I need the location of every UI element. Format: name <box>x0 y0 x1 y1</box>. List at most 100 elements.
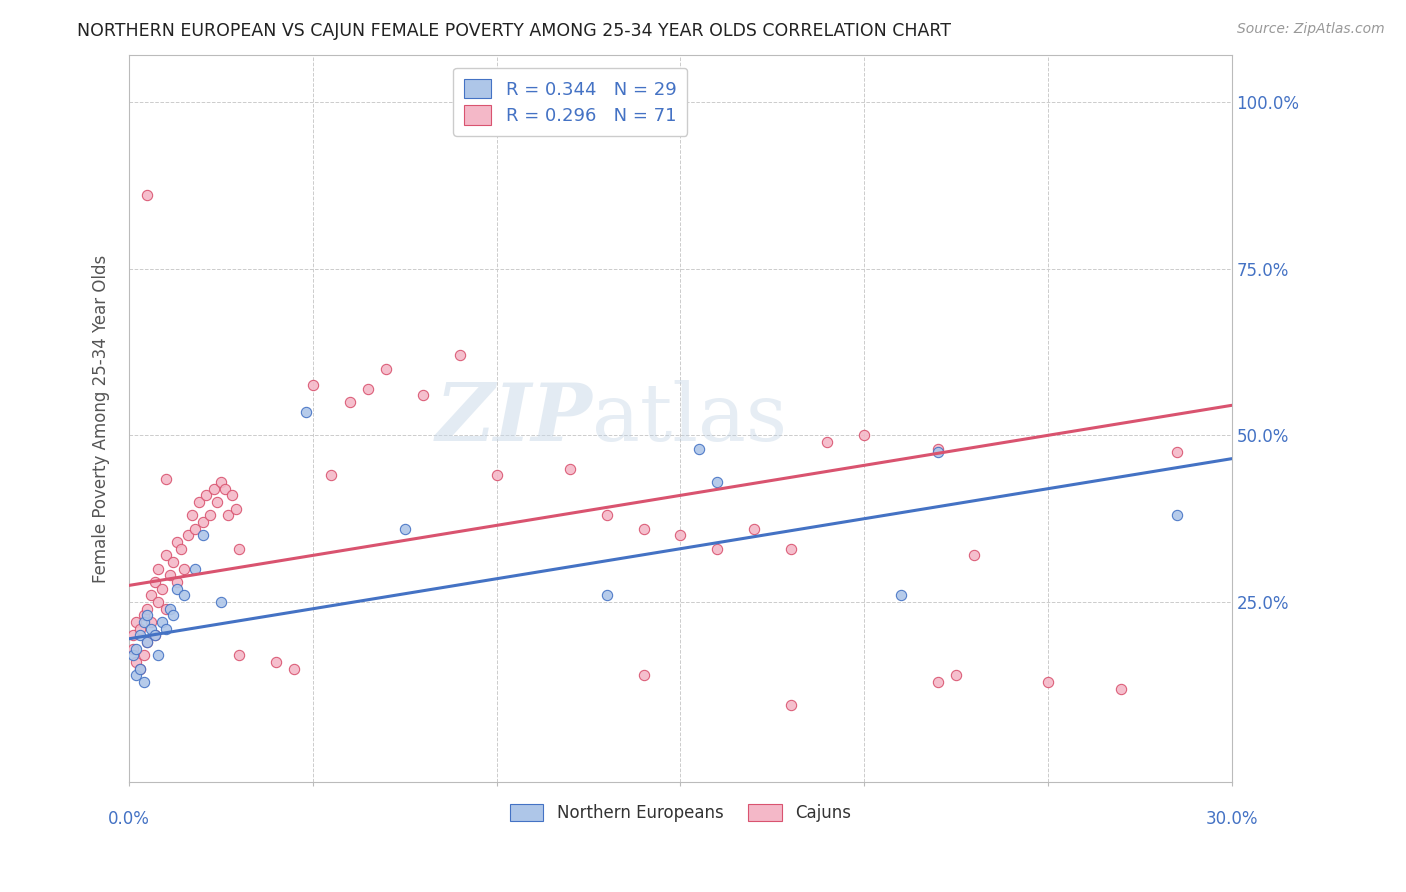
Point <box>155 622 177 636</box>
Point <box>927 445 949 459</box>
Text: atlas: atlas <box>592 380 787 458</box>
Point <box>148 562 170 576</box>
Point <box>1036 675 1059 690</box>
Point <box>228 648 250 663</box>
Point <box>191 515 214 529</box>
Point <box>173 562 195 576</box>
Point <box>294 405 316 419</box>
Point <box>339 395 361 409</box>
Point <box>927 442 949 456</box>
Point <box>136 188 159 202</box>
Point <box>214 482 236 496</box>
Y-axis label: Female Poverty Among 25-34 Year Olds: Female Poverty Among 25-34 Year Olds <box>93 254 110 582</box>
Point <box>596 588 619 602</box>
Point <box>166 575 188 590</box>
Point <box>155 472 177 486</box>
Point <box>302 378 325 392</box>
Point <box>148 648 170 663</box>
Point <box>321 468 343 483</box>
Point <box>132 675 155 690</box>
Point <box>485 468 508 483</box>
Point <box>184 562 207 576</box>
Point <box>155 549 177 563</box>
Text: ZIP: ZIP <box>436 380 592 458</box>
Point <box>209 475 232 489</box>
Point <box>779 541 801 556</box>
Text: NORTHERN EUROPEAN VS CAJUN FEMALE POVERTY AMONG 25-34 YEAR OLDS CORRELATION CHAR: NORTHERN EUROPEAN VS CAJUN FEMALE POVERT… <box>77 22 952 40</box>
Point <box>560 461 582 475</box>
Point <box>264 655 287 669</box>
Text: Source: ZipAtlas.com: Source: ZipAtlas.com <box>1237 22 1385 37</box>
Point <box>132 648 155 663</box>
Point <box>139 615 162 629</box>
Point <box>209 595 232 609</box>
Point <box>945 668 967 682</box>
Point <box>375 361 398 376</box>
Point <box>890 588 912 602</box>
Point <box>184 522 207 536</box>
Point <box>132 615 155 629</box>
Point <box>853 428 876 442</box>
Point <box>225 501 247 516</box>
Text: 0.0%: 0.0% <box>108 810 150 828</box>
Point <box>633 522 655 536</box>
Point <box>125 655 148 669</box>
Point <box>169 541 191 556</box>
Point <box>633 668 655 682</box>
Point <box>187 495 209 509</box>
Point <box>207 495 229 509</box>
Point <box>688 442 710 456</box>
Point <box>148 595 170 609</box>
Point <box>228 541 250 556</box>
Point <box>779 698 801 713</box>
Point <box>143 628 166 642</box>
Point <box>125 668 148 682</box>
Point <box>129 662 152 676</box>
Point <box>136 601 159 615</box>
Text: 30.0%: 30.0% <box>1205 810 1258 828</box>
Point <box>706 541 728 556</box>
Point <box>177 528 200 542</box>
Point <box>1111 681 1133 696</box>
Point <box>132 608 155 623</box>
Point <box>150 582 173 596</box>
Point <box>139 588 162 602</box>
Point <box>143 575 166 590</box>
Point <box>180 508 202 523</box>
Point <box>963 549 986 563</box>
Point <box>162 555 184 569</box>
Point <box>221 488 243 502</box>
Point <box>136 608 159 623</box>
Point <box>449 348 471 362</box>
Point <box>191 528 214 542</box>
Point <box>129 662 152 676</box>
Point <box>412 388 434 402</box>
Point <box>706 475 728 489</box>
Legend: Northern Europeans, Cajuns: Northern Europeans, Cajuns <box>503 797 858 829</box>
Point <box>143 628 166 642</box>
Point <box>202 482 225 496</box>
Point <box>357 382 380 396</box>
Point <box>155 601 177 615</box>
Point <box>162 608 184 623</box>
Point <box>173 588 195 602</box>
Point <box>1166 508 1188 523</box>
Point <box>742 522 765 536</box>
Point <box>121 628 143 642</box>
Point <box>121 648 143 663</box>
Point <box>817 435 839 450</box>
Point <box>669 528 692 542</box>
Point <box>394 522 416 536</box>
Point <box>129 628 152 642</box>
Point <box>136 635 159 649</box>
Point <box>136 635 159 649</box>
Point <box>159 568 181 582</box>
Point <box>198 508 221 523</box>
Point <box>596 508 619 523</box>
Point <box>927 675 949 690</box>
Point <box>166 535 188 549</box>
Point <box>283 662 305 676</box>
Point <box>139 622 162 636</box>
Point <box>150 615 173 629</box>
Point <box>159 601 181 615</box>
